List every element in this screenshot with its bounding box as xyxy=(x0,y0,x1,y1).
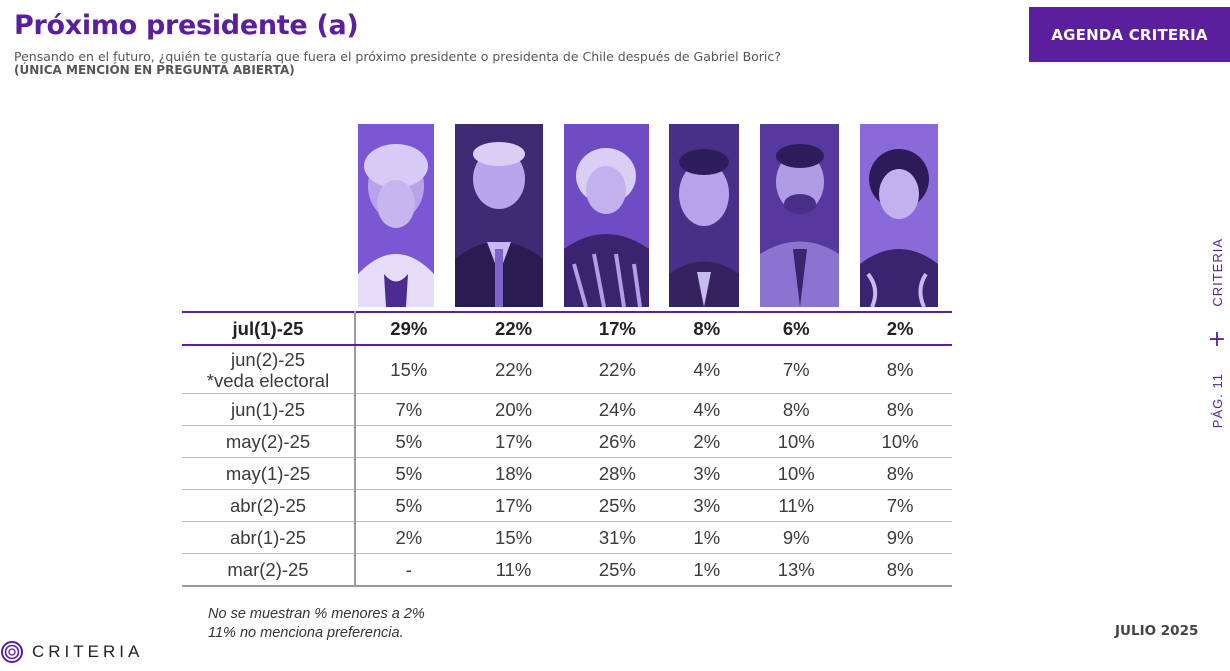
period-name: abr(1)-25 xyxy=(229,527,307,548)
table-row: mar(2)-25 -11% 25% 1% 13% 8% xyxy=(182,553,952,587)
period-sublabel: *veda electoral xyxy=(206,369,330,391)
cell-value: 2% xyxy=(848,312,952,346)
table-row: may(2)-25 5% 17% 26% 2% 10% 10% xyxy=(182,425,952,458)
cell-value: 13% xyxy=(744,553,849,587)
cell-value: 15% xyxy=(355,345,462,394)
cell-value: 15% xyxy=(461,521,566,554)
criteria-logo: CRITERIA xyxy=(0,640,143,664)
cell-value: 29% xyxy=(355,312,462,346)
period-name: mar(2)-25 xyxy=(227,559,309,580)
cell-value: 8% xyxy=(848,457,952,490)
cell-value: 4% xyxy=(669,345,745,394)
period-label: may(1)-25 xyxy=(182,457,356,490)
period-label: mar(2)-25 xyxy=(182,553,356,587)
cell-value: 26% xyxy=(565,425,670,458)
cell-value: 2% xyxy=(355,521,462,554)
cell-value: 8% xyxy=(848,553,952,587)
plus-icon: + xyxy=(1207,326,1227,352)
period-name: jun(2)-25 xyxy=(230,348,306,370)
poll-results-table: jul(1)-25 29% 22% 17% 8% 6% 2% jun(2)-25 *veda e… xyxy=(182,311,952,587)
footnote-line-2: 11% no menciona preferencia. xyxy=(208,625,404,641)
period-name: jun(1)-25 xyxy=(230,399,306,420)
candidate-photo-4 xyxy=(669,124,739,307)
cell-value: 5% xyxy=(355,425,462,458)
cell-value: 20% xyxy=(461,393,566,426)
period-name: may(1)-25 xyxy=(225,463,311,484)
cell-value: 8% xyxy=(848,345,952,394)
cell-value: 3% xyxy=(669,489,745,522)
report-date: JULIO 2025 xyxy=(1115,623,1199,639)
candidate-photo-2 xyxy=(455,124,543,307)
agenda-criteria-badge: AGENDA CRITERIA xyxy=(1029,7,1230,62)
criteria-logo-icon xyxy=(1,641,23,663)
cell-value: 6% xyxy=(744,312,849,346)
cell-value: 11% xyxy=(744,489,849,522)
cell-value: 4% xyxy=(669,393,745,426)
table-row: may(1)-25 5% 18% 28% 3% 10% 8% xyxy=(182,457,952,490)
cell-value: 31% xyxy=(565,521,670,554)
cell-value: 18% xyxy=(461,457,566,490)
cell-value: 3% xyxy=(669,457,745,490)
cell-value: 17% xyxy=(461,489,566,522)
table-header-row: jul(1)-25 29% 22% 17% 8% 6% 2% xyxy=(182,312,952,346)
cell-value: 17% xyxy=(461,425,566,458)
cell-value: 1% xyxy=(669,553,745,587)
period-name: may(2)-25 xyxy=(225,431,311,452)
question-text: Pensando en el futuro, ¿quién te gustarí… xyxy=(14,49,781,64)
table-row: jun(1)-25 7% 20% 24% 4% 8% 8% xyxy=(182,393,952,426)
criteria-logo-text: CRITERIA xyxy=(32,642,144,661)
cell-value: 8% xyxy=(744,393,849,426)
cell-value: 7% xyxy=(355,393,462,426)
table-row: jun(2)-25 *veda electoral 15% 22% 22% 4% 7% 8% xyxy=(182,345,952,394)
cell-value: 2% xyxy=(669,425,745,458)
cell-value: 10% xyxy=(744,425,849,458)
cell-value: 25% xyxy=(565,553,670,587)
footnote-line-1: No se muestran % menores a 2% xyxy=(208,606,425,622)
period-label: jul(1)-25 xyxy=(182,312,356,346)
table-row: abr(2)-25 5% 17% 25% 3% 11% 7% xyxy=(182,489,952,522)
cell-value: 28% xyxy=(565,457,670,490)
cell-value: 22% xyxy=(461,345,566,394)
cell-value: 10% xyxy=(744,457,849,490)
cell-value: 1% xyxy=(669,521,745,554)
cell-value: 9% xyxy=(744,521,849,554)
period-label: jun(1)-25 xyxy=(182,393,356,426)
cell-value: - xyxy=(355,553,462,587)
side-brand-label: CRITERIA xyxy=(1209,238,1225,307)
cell-value: 22% xyxy=(461,312,566,346)
cell-value: 5% xyxy=(355,489,462,522)
question-note: (ÚNICA MENCIÓN EN PREGUNTA ABIERTA) xyxy=(14,63,295,77)
candidate-photo-3 xyxy=(564,124,649,307)
cell-value: 25% xyxy=(565,489,670,522)
period-label: abr(1)-25 xyxy=(182,521,356,554)
period-name: jul(1)-25 xyxy=(232,318,304,339)
cell-value: 8% xyxy=(669,312,745,346)
cell-value: 17% xyxy=(565,312,670,346)
footnote: No se muestran % menores a 2% 11% no men… xyxy=(208,605,425,643)
candidate-photo-1 xyxy=(358,124,434,307)
cell-value: 11% xyxy=(461,553,566,587)
candidate-photo-5 xyxy=(760,124,839,307)
cell-value: 8% xyxy=(848,393,952,426)
cell-value: 10% xyxy=(848,425,952,458)
page-number: PÁG. 11 xyxy=(1209,372,1225,428)
cell-value: 22% xyxy=(565,345,670,394)
period-label: may(2)-25 xyxy=(182,425,356,458)
period-label: abr(2)-25 xyxy=(182,489,356,522)
candidate-photo-6 xyxy=(860,124,938,307)
side-nav: CRITERIA + PÁG. 11 xyxy=(1207,238,1227,428)
table-row: abr(1)-25 2% 15% 31% 1% 9% 9% xyxy=(182,521,952,554)
period-label: jun(2)-25 *veda electoral xyxy=(182,345,356,394)
cell-value: 24% xyxy=(565,393,670,426)
period-name: abr(2)-25 xyxy=(229,495,307,516)
cell-value: 5% xyxy=(355,457,462,490)
cell-value: 7% xyxy=(744,345,849,394)
cell-value: 7% xyxy=(848,489,952,522)
cell-value: 9% xyxy=(848,521,952,554)
page-title: Próximo presidente (a) xyxy=(14,10,359,41)
